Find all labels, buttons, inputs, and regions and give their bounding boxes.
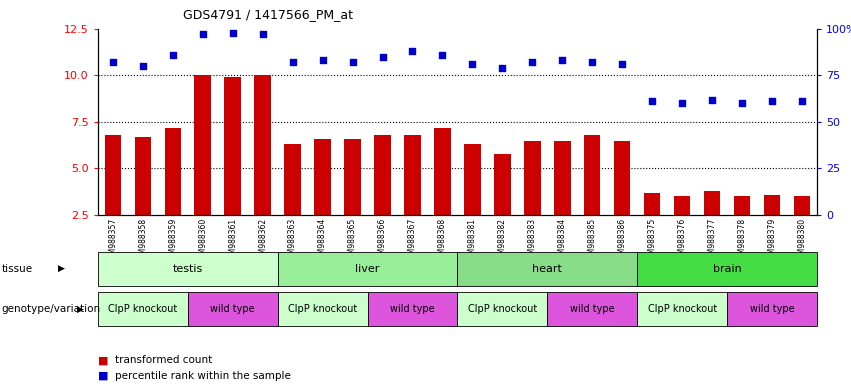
Bar bbox=[494, 154, 511, 262]
Text: ■: ■ bbox=[98, 355, 108, 365]
Text: transformed count: transformed count bbox=[115, 355, 212, 365]
Bar bbox=[164, 127, 181, 262]
Text: ClpP knockout: ClpP knockout bbox=[288, 304, 357, 314]
Text: ClpP knockout: ClpP knockout bbox=[468, 304, 537, 314]
Point bbox=[406, 48, 420, 54]
Text: ▶: ▶ bbox=[77, 305, 83, 314]
Point bbox=[765, 98, 779, 104]
Point bbox=[615, 61, 629, 67]
Bar bbox=[704, 191, 720, 262]
Text: brain: brain bbox=[712, 264, 741, 274]
Bar bbox=[764, 195, 780, 262]
Point bbox=[705, 96, 719, 103]
Text: testis: testis bbox=[173, 264, 203, 274]
Text: ClpP knockout: ClpP knockout bbox=[108, 304, 177, 314]
Bar bbox=[464, 144, 481, 262]
Point bbox=[526, 59, 540, 65]
Bar bbox=[345, 139, 361, 262]
Bar bbox=[734, 196, 751, 262]
Bar bbox=[254, 75, 271, 262]
Point bbox=[256, 31, 270, 38]
Point bbox=[286, 59, 300, 65]
Point bbox=[795, 98, 808, 104]
Bar bbox=[554, 141, 570, 262]
Bar bbox=[584, 135, 601, 262]
Text: heart: heart bbox=[533, 264, 563, 274]
Point bbox=[375, 54, 389, 60]
Point bbox=[106, 59, 120, 65]
Point bbox=[316, 57, 329, 63]
Bar bbox=[284, 144, 301, 262]
Bar bbox=[134, 137, 151, 262]
Bar bbox=[434, 127, 451, 262]
Point bbox=[735, 100, 749, 106]
Bar bbox=[614, 141, 631, 262]
Bar bbox=[644, 193, 660, 262]
Point bbox=[495, 65, 509, 71]
Point bbox=[436, 52, 449, 58]
Point bbox=[346, 59, 359, 65]
Point bbox=[465, 61, 479, 67]
Bar bbox=[674, 196, 690, 262]
Bar bbox=[225, 77, 241, 262]
Bar bbox=[195, 75, 211, 262]
Text: ■: ■ bbox=[98, 371, 108, 381]
Bar bbox=[105, 135, 121, 262]
Bar bbox=[374, 135, 391, 262]
Point bbox=[136, 63, 150, 69]
Text: genotype/variation: genotype/variation bbox=[2, 304, 100, 314]
Text: wild type: wild type bbox=[210, 304, 255, 314]
Bar bbox=[314, 139, 331, 262]
Text: ClpP knockout: ClpP knockout bbox=[648, 304, 717, 314]
Point bbox=[645, 98, 659, 104]
Point bbox=[585, 59, 599, 65]
Text: wild type: wild type bbox=[390, 304, 435, 314]
Bar bbox=[794, 196, 810, 262]
Bar bbox=[404, 135, 420, 262]
Text: wild type: wild type bbox=[750, 304, 794, 314]
Point bbox=[226, 30, 239, 36]
Text: liver: liver bbox=[356, 264, 380, 274]
Bar bbox=[524, 141, 540, 262]
Point bbox=[166, 52, 180, 58]
Point bbox=[556, 57, 569, 63]
Text: ▶: ▶ bbox=[58, 264, 65, 273]
Text: percentile rank within the sample: percentile rank within the sample bbox=[115, 371, 291, 381]
Text: GDS4791 / 1417566_PM_at: GDS4791 / 1417566_PM_at bbox=[183, 8, 353, 21]
Text: wild type: wild type bbox=[570, 304, 614, 314]
Point bbox=[676, 100, 689, 106]
Point bbox=[196, 31, 209, 38]
Text: tissue: tissue bbox=[2, 264, 33, 274]
